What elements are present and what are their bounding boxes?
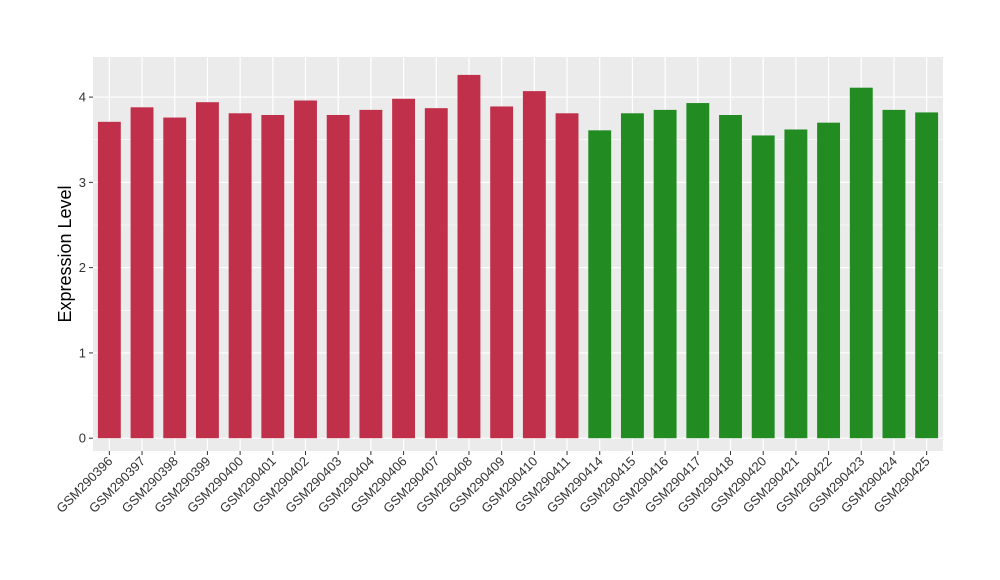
y-tick-label: 2 xyxy=(79,260,86,275)
bar-GSM290411 xyxy=(555,113,579,439)
bar-GSM290401 xyxy=(261,114,285,439)
y-axis: 0 1 2 3 4 xyxy=(79,90,93,446)
bar-GSM290407 xyxy=(424,108,448,439)
bar-GSM290402 xyxy=(294,100,317,439)
bar-GSM290399 xyxy=(195,102,219,439)
bar-GSM290423 xyxy=(849,87,873,439)
y-tick-label: 0 xyxy=(79,431,86,446)
bar-GSM290408 xyxy=(457,74,481,439)
bar-GSM290396 xyxy=(97,121,121,439)
bar-GSM290420 xyxy=(751,135,775,439)
bar-GSM290416 xyxy=(653,109,677,439)
bar-GSM290398 xyxy=(163,117,187,439)
bar-GSM290404 xyxy=(359,109,383,439)
bar-GSM290397 xyxy=(130,107,154,439)
bar-GSM290403 xyxy=(326,114,350,439)
bar-GSM290400 xyxy=(228,113,252,439)
bar-GSM290421 xyxy=(784,129,808,439)
bar-GSM290418 xyxy=(719,114,742,439)
bar-GSM290406 xyxy=(392,98,416,439)
y-axis-title: Expression Level xyxy=(55,185,75,322)
bar-GSM290422 xyxy=(817,122,841,439)
bar-GSM290410 xyxy=(522,91,546,439)
y-tick-label: 1 xyxy=(79,345,86,360)
bars xyxy=(97,74,939,439)
bar-GSM290414 xyxy=(588,130,612,439)
plot-panel xyxy=(93,57,943,451)
bar-GSM290415 xyxy=(620,113,644,439)
bar-GSM290409 xyxy=(490,106,514,439)
y-tick-label: 4 xyxy=(79,90,86,105)
x-axis: GSM290396GSM290397GSM290398GSM290399GSM2… xyxy=(53,451,933,516)
y-tick-label: 3 xyxy=(79,175,86,190)
bar-GSM290425 xyxy=(915,112,939,439)
bar-GSM290424 xyxy=(882,109,906,439)
bar-GSM290417 xyxy=(686,103,710,439)
